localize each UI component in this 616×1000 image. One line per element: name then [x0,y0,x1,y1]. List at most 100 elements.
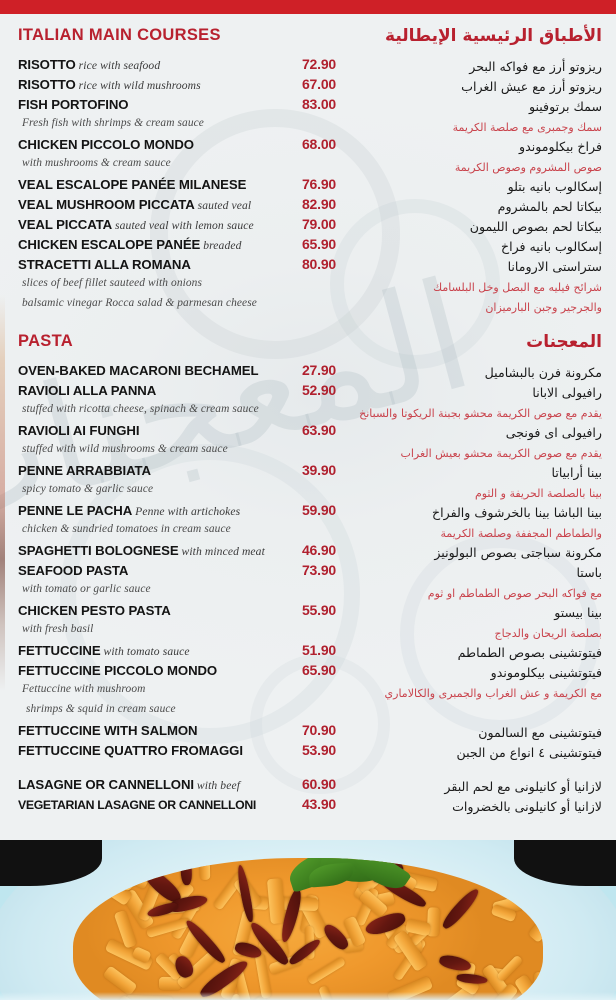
menu-item-desc-row: slices of beef fillet sauteed with onion… [0,276,616,296]
menu-item-en: PENNE LE PACHA Penne with artichokes [18,502,270,520]
menu-item-name: VEAL PICCATA [18,217,113,232]
menu-item-row: RISOTTO rice with wild mushrooms 67.00 ريز… [0,76,616,96]
menu-item-en: RAVIOLI AI FUNGHI [18,422,270,440]
menu-content: ITALIAN MAIN COURSES الأطباق الرئيسية الإ… [0,14,616,816]
pasta-mound [73,858,543,1000]
menu-item-en: LASAGNE OR CANNELLONI with beef [18,776,270,794]
menu-item-inline-desc: Penne with artichokes [132,505,241,518]
penne-piece [266,878,286,924]
menu-item-ar-name: مكرونة سباجتى بصوص البولونيز [434,545,602,560]
menu-item-ar: بينا الباشا بينا بالخرشوف والفراخ [432,502,602,521]
menu-item-row: PENNE LE PACHA Penne with artichokes 59.9… [0,502,616,522]
menu-item-row: RISOTTO rice with seafood 72.90 ريزوتو أرز… [0,56,616,76]
menu-item-row: VEAL PICCATA sauted veal with lemon sauc… [0,216,616,236]
menu-item-desc: slices of beef fillet sauteed with onion… [22,277,202,289]
section-heading-en: PASTA [18,332,73,350]
menu-item-ar: رافيولى الابانا [532,382,602,401]
menu-item-ar-name: باستا [576,565,602,580]
menu-item-ar-desc: مع الكريمة و عش الغراب والجمبرى والكالام… [384,687,602,700]
item-group-spacer [0,762,616,776]
menu-item-name: SEAFOOD PASTA [18,563,129,578]
penne-piece [306,956,346,986]
menu-item-price: 63.90 [301,422,336,438]
menu-item-desc: Fresh fish with shrimps & cream sauce [22,117,204,129]
menu-item-desc: Fettuccine with mushroom [22,683,146,695]
menu-item-name: RISOTTO [18,57,76,72]
menu-item-ar: سمك برتوفينو [529,96,602,115]
menu-item-en: CHICKEN PESTO PASTA [18,602,270,620]
menu-item-inline-desc: sauted veal with lemon sauce [112,219,254,232]
menu-item-name: VEAL ESCALOPE PANÉE MILANESE [18,177,247,192]
menu-item-inline-desc: with beef [193,779,241,792]
menu-item-row: OVEN-BAKED MACARONI BECHAMEL 27.90 مكرونة … [0,362,616,382]
menu-item-ar-name: فيتوتشينى بيكلوموندو [490,665,602,680]
menu-item-name: PENNE LE PACHA [18,503,133,518]
menu-item-row: FISH PORTOFINO 83.00 سمك برتوفينو [0,96,616,116]
menu-item-name: CHICKEN PESTO PASTA [18,603,171,618]
menu-item-desc-row: balsamic vinegar Rocca salad & parmesan … [0,296,616,316]
menu-item-price: 79.00 [301,216,336,232]
menu-item-row: FETTUCCINE WITH SALMON 70.90 فيتوتشينى مع … [0,722,616,742]
menu-item-en: VEGETARIAN LASAGNE OR CANNELLONI [18,796,270,814]
menu-item-price: 68.00 [301,136,336,152]
menu-item-row: VEGETARIAN LASAGNE OR CANNELLONI 43.90 لاز… [0,796,616,816]
menu-item-en: RISOTTO rice with wild mushrooms [18,76,270,94]
menu-item-desc: chicken & sundried tomatoes in cream sau… [22,523,231,535]
menu-item-ar-desc: مع فواكه البحر صوص الطماطم او ثوم [427,587,602,600]
menu-item-ar: فيتوتشينى مع السالمون [478,722,602,741]
menu-item-ar-desc-wrap: مع الكريمة و عش الغراب والجمبرى والكالام… [385,682,602,701]
menu-item-en: RAVIOLI ALLA PANNA [18,382,270,400]
menu-item-ar-name: لازانيا أو كانيلونى مع لحم البقر [444,779,602,794]
menu-item-ar-desc-wrap: بصلصة الريحان والدجاج [495,622,603,641]
menu-item-inline-desc: breaded [200,239,242,252]
menu-item-desc-row: Fresh fish with shrimps & cream sauce سمك… [0,116,616,136]
menu-item-price: 43.90 [301,796,336,812]
menu-item-ar-desc-wrap: يقدم مع صوص الكريمة محشو بعيش الغراب [400,442,602,461]
menu-item-ar: إسكالوب بانيه فراخ [501,236,602,255]
photo-bottom-fade [0,992,616,1000]
menu-item-ar: فيتوتشينى ٤ انواع من الجبن [457,742,602,761]
menu-item-en: PENNE ARRABBIATA [18,462,270,480]
menu-item-en: VEAL PICCATA sauted veal with lemon sauc… [18,216,270,234]
menu-item-desc-row: with tomato or garlic sauce مع فواكه البح… [0,582,616,602]
menu-item-ar-name: رافيولى الابانا [532,385,602,400]
menu-item-ar: ريزوتو أرز مع عيش الغراب [461,76,602,95]
menu-item-row: LASAGNE OR CANNELLONI with beef 60.90 لازا… [0,776,616,796]
page-fold-edge [0,14,5,840]
menu-item-price: 27.90 [301,362,336,378]
menu-item-desc: stuffed with ricotta cheese, spinach & c… [22,403,259,415]
menu-item-ar-name: بينا الباشا بينا بالخرشوف والفراخ [432,505,602,520]
menu-item-ar-name: لازانيا أو كانيلونى بالخضروات [452,799,602,814]
menu-item-ar-desc-wrap: والطماطم المجففة وصلصة الكريمة [440,522,602,541]
menu-item-ar: ريزوتو أرز مع فواكه البحر [469,56,602,75]
food-photo [0,840,616,1000]
menu-item-name: CHICKEN PICCOLO MONDO [18,137,194,152]
menu-item-ar: بينا أرابياتا [551,462,602,481]
menu-item-price: 51.90 [301,642,336,658]
menu-item-price: 39.90 [301,462,336,478]
menu-item-ar: بيكاتا لحم بالمشروم [498,196,602,215]
menu-item-price: 53.90 [301,742,336,758]
menu-item-price: 70.90 [301,722,336,738]
menu-item-desc: spicy tomato & garlic sauce [22,483,154,495]
menu-item-name: FETTUCCINE WITH SALMON [18,723,198,738]
menu-item-row: RAVIOLI AI FUNGHI 63.90 رافيولى اى فونجى [0,422,616,442]
menu-item-ar-name: رافيولى اى فونجى [505,425,602,440]
menu-item-desc-row: stuffed with wild mushrooms & cream sauc… [0,442,616,462]
menu-item-price: 59.90 [301,502,336,518]
section-heading-ar: الأطباق الرئيسية الإيطالية [385,26,602,46]
menu-item-price: 80.90 [301,256,336,272]
menu-item-ar-name: إسكالوب بانيه بتلو [507,179,602,194]
menu-item-name: FETTUCCINE PICCOLO MONDO [18,663,218,678]
menu-item-price: 73.90 [301,562,336,578]
menu-item-ar-name: ريزوتو أرز مع فواكه البحر [469,59,602,74]
menu-item-ar: لازانيا أو كانيلونى مع لحم البقر [444,776,602,795]
menu-item-name: VEAL MUSHROOM PICCATA [18,197,195,212]
menu-item-ar: رافيولى اى فونجى [506,422,602,441]
menu-item-en: VEAL ESCALOPE PANÉE MILANESE [18,176,270,194]
menu-item-ar-desc: بصلصة الريحان والدجاج [494,627,603,640]
menu-item-price: 67.00 [301,76,336,92]
menu-item-name: RAVIOLI ALLA PANNA [18,383,157,398]
menu-item-row: STRACETTI ALLA ROMANA 80.90 ستراستى الاروم… [0,256,616,276]
menu-item-price: 46.90 [301,542,336,558]
